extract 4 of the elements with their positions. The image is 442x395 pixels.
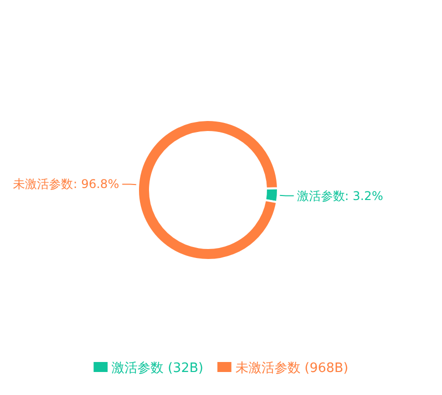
legend-label: 激活参数 (32B) xyxy=(112,361,204,376)
data-label: 未激活参数: 96.8% xyxy=(13,177,120,192)
legend-label: 未激活参数 (968B) xyxy=(235,361,348,376)
data-label: 激活参数: 3.2% xyxy=(296,188,384,203)
